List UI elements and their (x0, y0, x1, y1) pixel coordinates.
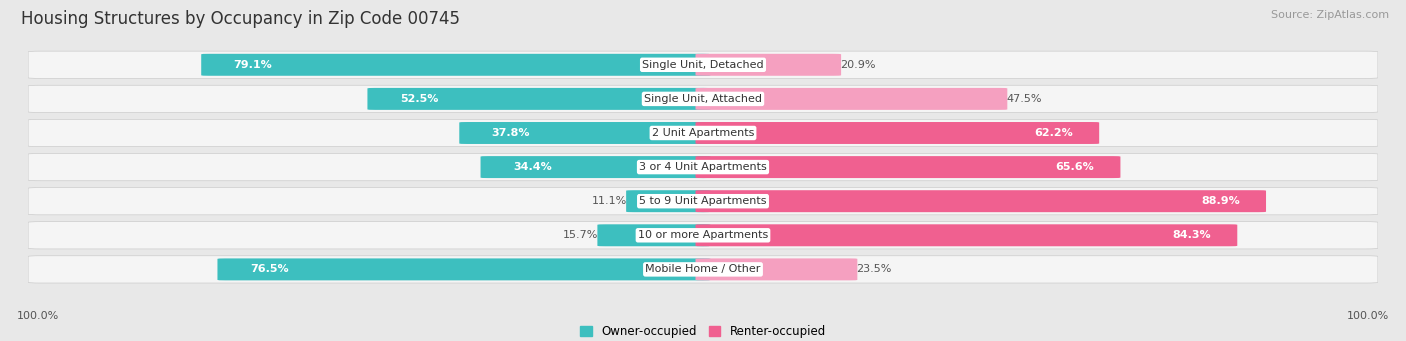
FancyBboxPatch shape (201, 54, 710, 76)
FancyBboxPatch shape (696, 156, 1121, 178)
FancyBboxPatch shape (28, 153, 1378, 181)
FancyBboxPatch shape (28, 188, 1378, 215)
Text: 15.7%: 15.7% (564, 230, 599, 240)
FancyBboxPatch shape (696, 88, 1007, 110)
FancyBboxPatch shape (367, 88, 710, 110)
Text: 20.9%: 20.9% (839, 60, 876, 70)
Text: Single Unit, Detached: Single Unit, Detached (643, 60, 763, 70)
FancyBboxPatch shape (481, 156, 710, 178)
Text: 100.0%: 100.0% (17, 311, 59, 321)
Text: 23.5%: 23.5% (856, 264, 891, 275)
Text: 100.0%: 100.0% (1347, 311, 1389, 321)
FancyBboxPatch shape (598, 224, 710, 246)
FancyBboxPatch shape (626, 190, 710, 212)
Text: 76.5%: 76.5% (250, 264, 288, 275)
Text: 52.5%: 52.5% (399, 94, 439, 104)
FancyBboxPatch shape (696, 54, 841, 76)
FancyBboxPatch shape (696, 122, 1099, 144)
Text: 84.3%: 84.3% (1173, 230, 1211, 240)
Text: 47.5%: 47.5% (1007, 94, 1042, 104)
Text: 5 to 9 Unit Apartments: 5 to 9 Unit Apartments (640, 196, 766, 206)
FancyBboxPatch shape (696, 190, 1265, 212)
FancyBboxPatch shape (696, 258, 858, 280)
Text: Single Unit, Attached: Single Unit, Attached (644, 94, 762, 104)
Text: 11.1%: 11.1% (592, 196, 627, 206)
FancyBboxPatch shape (28, 256, 1378, 283)
Text: 2 Unit Apartments: 2 Unit Apartments (652, 128, 754, 138)
FancyBboxPatch shape (218, 258, 710, 280)
Text: Source: ZipAtlas.com: Source: ZipAtlas.com (1271, 10, 1389, 20)
Text: 10 or more Apartments: 10 or more Apartments (638, 230, 768, 240)
Text: Mobile Home / Other: Mobile Home / Other (645, 264, 761, 275)
Text: Housing Structures by Occupancy in Zip Code 00745: Housing Structures by Occupancy in Zip C… (21, 10, 460, 28)
Text: 37.8%: 37.8% (492, 128, 530, 138)
FancyBboxPatch shape (28, 222, 1378, 249)
FancyBboxPatch shape (28, 119, 1378, 147)
Text: 62.2%: 62.2% (1035, 128, 1073, 138)
Text: 88.9%: 88.9% (1201, 196, 1240, 206)
Text: 34.4%: 34.4% (513, 162, 551, 172)
Legend: Owner-occupied, Renter-occupied: Owner-occupied, Renter-occupied (575, 321, 831, 341)
FancyBboxPatch shape (28, 51, 1378, 78)
FancyBboxPatch shape (28, 85, 1378, 113)
Text: 3 or 4 Unit Apartments: 3 or 4 Unit Apartments (640, 162, 766, 172)
Text: 79.1%: 79.1% (233, 60, 273, 70)
FancyBboxPatch shape (460, 122, 710, 144)
FancyBboxPatch shape (696, 224, 1237, 246)
Text: 65.6%: 65.6% (1056, 162, 1094, 172)
